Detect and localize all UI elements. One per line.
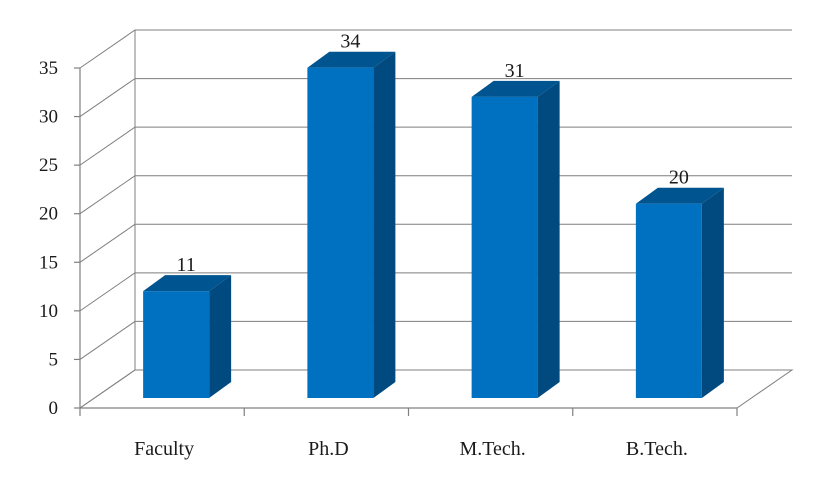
gridline [79, 78, 792, 117]
data-label: 11 [176, 254, 195, 276]
x-axis-category-labels: Faculty Ph.D M.Tech. B.Tech. [134, 438, 688, 460]
data-labels: 11 34 31 20 [176, 31, 688, 276]
bar-top [307, 51, 396, 68]
gridline [79, 29, 792, 69]
bar-front [471, 96, 538, 398]
y-tick-label: 15 [39, 252, 58, 273]
category-label: Faculty [134, 438, 194, 460]
bar-side [537, 80, 560, 398]
y-tick-label: 10 [39, 301, 58, 322]
bar-side [701, 187, 724, 398]
bar-m-tech [471, 80, 560, 398]
y-tick-label: 35 [39, 58, 58, 79]
bar-front [143, 291, 210, 398]
bar-side [373, 51, 396, 398]
bar-b-tech [635, 187, 724, 398]
bar-top [635, 187, 724, 204]
bar-ph-d [307, 51, 396, 398]
bar-top [143, 275, 232, 292]
y-tick-label: 30 [39, 107, 58, 128]
data-label: 34 [340, 31, 360, 53]
y-tick-label: 0 [49, 398, 59, 419]
bar-side [209, 275, 232, 398]
y-tick-label: 20 [39, 204, 58, 225]
category-label: B.Tech. [626, 438, 688, 460]
data-label: 20 [669, 167, 689, 189]
bar-front [307, 67, 374, 398]
category-label: M.Tech. [459, 438, 525, 460]
bar-top [471, 80, 560, 97]
y-axis-tick-labels: 0 5 10 15 20 25 30 35 [39, 58, 58, 419]
gridline [79, 126, 792, 166]
bar-faculty [143, 275, 232, 398]
category-label: Ph.D [308, 438, 349, 460]
y-tick-label: 5 [49, 349, 59, 370]
bar-front [635, 203, 702, 398]
y-tick-label: 25 [39, 155, 58, 176]
bars [143, 51, 724, 398]
axis-layer [74, 30, 794, 416]
data-label: 31 [505, 60, 525, 82]
